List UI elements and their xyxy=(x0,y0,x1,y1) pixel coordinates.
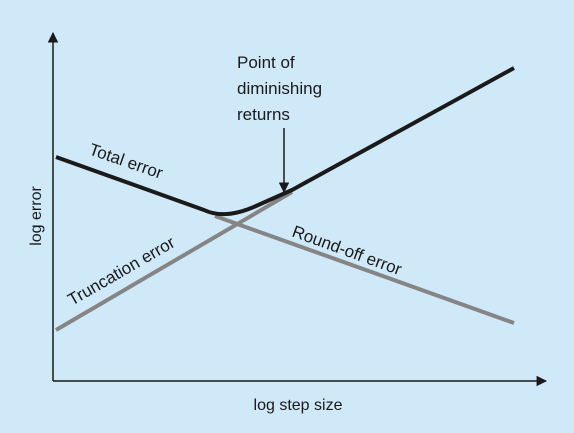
annotation-line-1: Point of xyxy=(237,53,295,72)
total-error-curve xyxy=(55,66,515,217)
annotation-line-2: diminishing xyxy=(237,79,322,98)
annotation-line-3: returns xyxy=(237,105,290,124)
roundoff-error-line xyxy=(214,214,515,325)
truncation-error-line xyxy=(54,190,294,332)
y-axis-label: log error xyxy=(28,186,45,246)
x-axis-label: log step size xyxy=(254,397,343,414)
